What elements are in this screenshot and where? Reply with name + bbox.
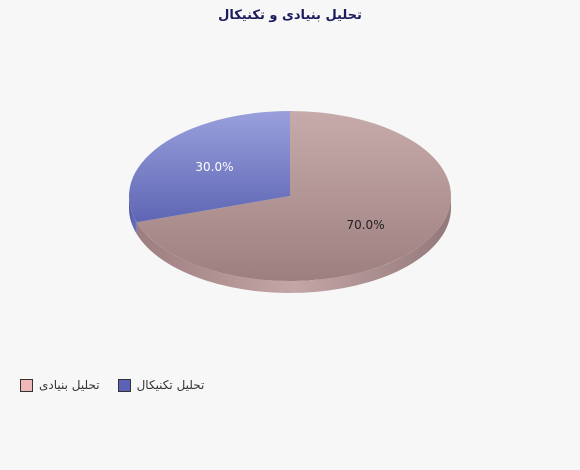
legend-swatch-fundamental — [20, 378, 33, 392]
pie-slice-technical[interactable] — [128, 111, 290, 223]
pie-slice-technical-side — [129, 196, 137, 235]
pie-label-fundamental: 70.0% — [346, 218, 384, 232]
pie-label-technical: 30.0% — [195, 160, 233, 174]
legend-item-fundamental[interactable]: تحلیل بنیادی — [20, 378, 100, 392]
legend-item-technical[interactable]: تحلیل تکنیکال — [117, 378, 205, 392]
legend-swatch-technical — [117, 378, 131, 392]
chart-title: تحلیل بنیادی و تکنیکال — [218, 8, 362, 23]
pie-slice-fundamental[interactable] — [136, 111, 452, 281]
legend-label-fundamental: تحلیل بنیادی — [39, 378, 100, 392]
legend: تحلیل بنیادی تحلیل تکنیکال — [20, 378, 204, 392]
legend-label-technical: تحلیل تکنیکال — [136, 378, 205, 392]
